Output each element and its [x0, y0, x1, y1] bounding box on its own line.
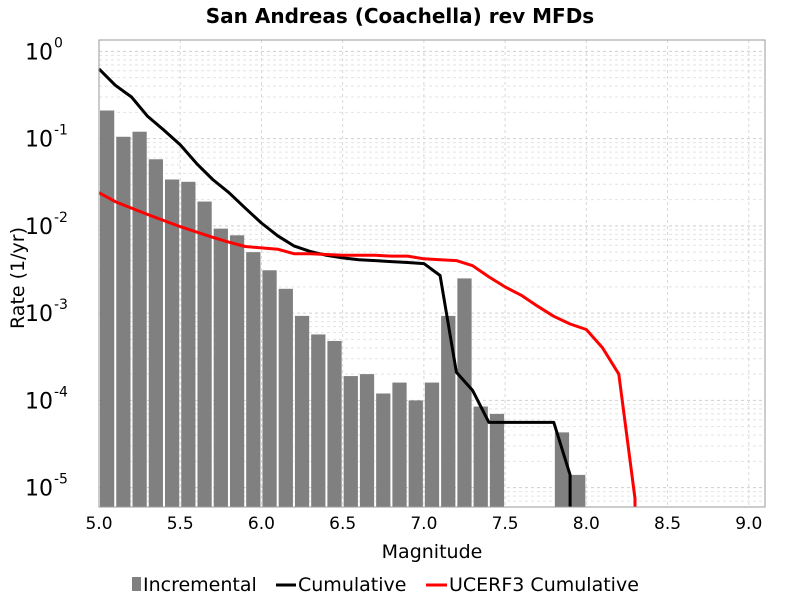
x-tick-label: 5.0	[85, 514, 112, 534]
legend: Incremental Cumulative UCERF3 Cumulative	[132, 574, 639, 596]
x-tick-labels: 5.0 5.5 6.0 6.5 7.0 7.5 8.0 8.5 9.0	[85, 514, 762, 534]
incremental-bar	[132, 131, 147, 507]
y-tick-label: 10 -4	[25, 384, 68, 414]
cumulative-line	[97, 67, 572, 507]
legend-item-incremental: Incremental	[132, 574, 257, 596]
y-tick-exponent: -5	[54, 472, 68, 488]
incremental-bar	[246, 252, 261, 507]
incremental-bar	[359, 374, 375, 507]
incremental-bar	[229, 235, 245, 507]
incremental-bar	[343, 376, 358, 507]
y-tick-exponent: -1	[54, 123, 68, 139]
legend-label-cumulative: Cumulative	[298, 574, 406, 596]
incremental-bar	[213, 228, 228, 507]
y-tick-base: 10	[25, 477, 53, 502]
y-tick-exponent: -3	[54, 297, 68, 313]
incremental-bar	[100, 110, 115, 507]
plot-frame	[98, 39, 766, 508]
x-tick-label: 5.5	[167, 514, 194, 534]
incremental-bar	[571, 474, 586, 507]
incremental-bar	[408, 400, 423, 507]
incremental-bar	[392, 382, 407, 507]
incremental-bar	[311, 334, 326, 507]
incremental-bar	[164, 179, 180, 507]
legend-item-ucerf3-cumulative: UCERF3 Cumulative	[426, 574, 639, 596]
legend-label-incremental: Incremental	[143, 574, 257, 596]
incremental-bar	[278, 288, 293, 507]
x-tick-label: 8.0	[573, 514, 600, 534]
legend-swatch-incremental	[132, 577, 141, 591]
y-tick-exponent: 0	[54, 35, 63, 51]
x-tick-label: 7.5	[492, 514, 519, 534]
y-tick-label: 10 -1	[25, 123, 68, 153]
chart-title: San Andreas (Coachella) rev MFDs	[206, 4, 594, 28]
incremental-bar	[327, 340, 342, 507]
y-tick-exponent: -4	[54, 384, 68, 400]
incremental-bar	[489, 413, 505, 507]
incremental-bars	[100, 110, 586, 507]
incremental-bar	[116, 136, 131, 507]
x-tick-label: 6.0	[248, 514, 275, 534]
y-tick-exponent: -2	[54, 210, 68, 226]
x-tick-label: 9.0	[735, 514, 762, 534]
y-tick-label: 10 -2	[25, 210, 68, 240]
incremental-bar	[441, 315, 456, 507]
incremental-bar	[554, 432, 570, 507]
x-axis-label: Magnitude	[382, 541, 483, 563]
incremental-bar	[181, 181, 196, 507]
incremental-bar	[457, 278, 472, 507]
y-tick-base: 10	[25, 128, 53, 153]
incremental-bar	[473, 406, 488, 507]
x-tick-label: 6.5	[329, 514, 356, 534]
legend-item-cumulative: Cumulative	[276, 574, 406, 596]
y-tick-base: 10	[25, 40, 53, 65]
x-tick-label: 8.5	[654, 514, 681, 534]
y-tick-base: 10	[25, 215, 53, 240]
incremental-bar	[197, 201, 212, 507]
y-tick-base: 10	[25, 302, 53, 327]
x-tick-label: 7.0	[410, 514, 437, 534]
y-tick-label: 10 0	[25, 35, 63, 65]
incremental-bar	[424, 382, 440, 507]
incremental-bar	[262, 270, 277, 507]
incremental-bar	[148, 159, 163, 507]
ucerf3-cumulative-line	[98, 191, 637, 507]
incremental-bar	[294, 315, 310, 507]
y-tick-label: 10 -5	[25, 472, 68, 502]
y-tick-label: 10 -3	[25, 297, 68, 327]
legend-label-ucerf3-cumulative: UCERF3 Cumulative	[449, 574, 639, 596]
cumulative-lines	[97, 67, 637, 507]
y-tick-base: 10	[25, 389, 53, 414]
incremental-bar	[376, 393, 391, 507]
y-axis-label: Rate (1/yr)	[7, 227, 29, 329]
